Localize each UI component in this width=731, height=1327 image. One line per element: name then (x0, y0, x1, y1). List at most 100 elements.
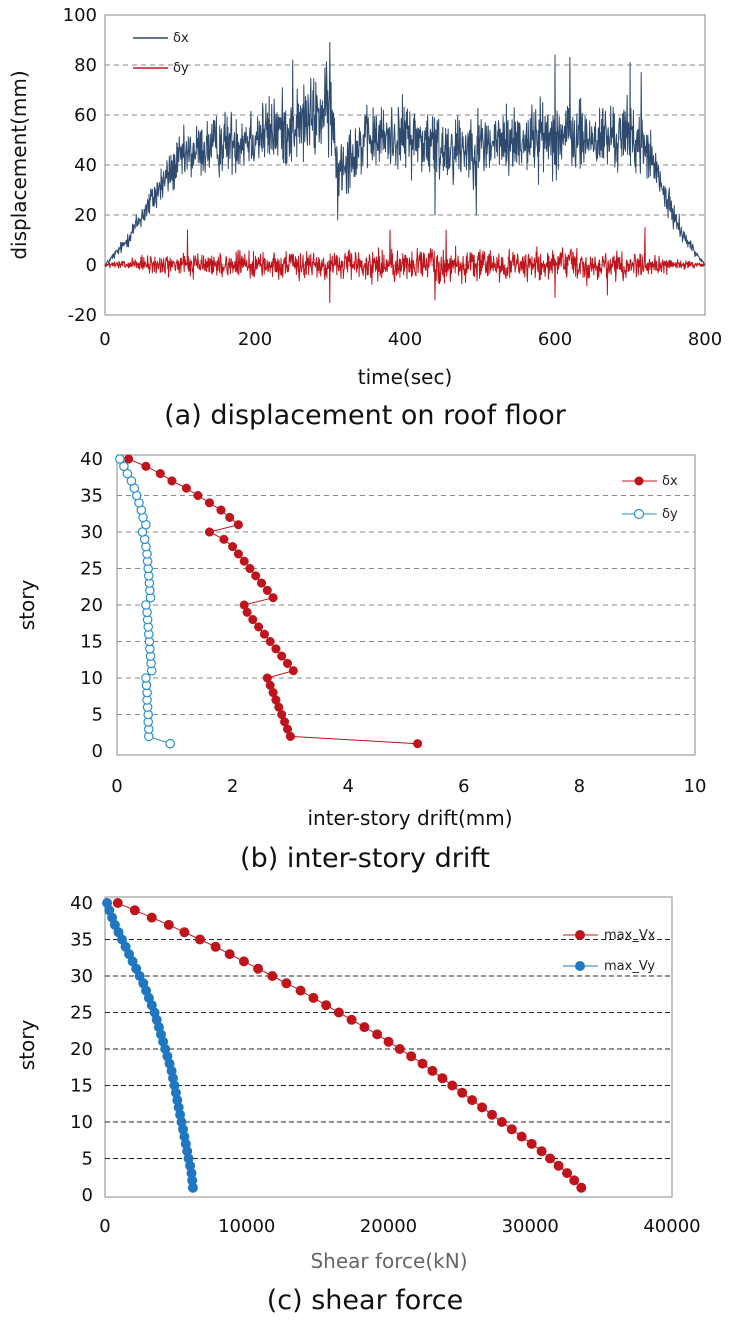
x-tick-label: 4 (342, 776, 353, 797)
y-tick-label: 40 (70, 893, 93, 914)
data-point-vy (187, 1182, 198, 1193)
data-point-vx (129, 905, 140, 916)
data-point-vx (267, 971, 278, 981)
plot-frame-c (104, 896, 673, 1198)
y-tick-label: 10 (70, 1112, 93, 1133)
data-point-vx (576, 1182, 587, 1193)
data-point-vx (417, 1058, 428, 1069)
legend-label-dx-a: δx (173, 31, 189, 46)
x-tick-label: 6 (458, 776, 469, 797)
y-tick-label: 20 (74, 205, 97, 226)
y-tick-label: 35 (80, 486, 103, 507)
grid-b (117, 495, 695, 715)
legend-c: max_Vx max_Vy (563, 928, 656, 974)
y-tick-label: 60 (74, 105, 97, 126)
y-tick-label: 30 (70, 966, 93, 987)
data-point-vx (346, 1014, 357, 1025)
series-line-vy (106, 902, 194, 1188)
data-point-vx (281, 978, 292, 989)
data-point-dx (239, 600, 249, 610)
y-tick-label: 30 (80, 522, 103, 543)
legend-marker-dx-b (634, 476, 644, 486)
data-point-dy (141, 673, 151, 683)
data-point-vx (179, 927, 190, 938)
y-tick-label: 20 (80, 595, 103, 616)
legend-label-dx-b: δx (662, 474, 678, 489)
data-point-dx (245, 563, 255, 574)
legend-label-dy-b: δy (662, 507, 678, 522)
y-tick-label: 10 (80, 668, 103, 689)
data-point-dx (239, 556, 249, 566)
y-tick-label: 0 (86, 255, 97, 276)
data-point-vx (295, 985, 306, 996)
y-tick-label: 15 (80, 632, 103, 653)
y-tick-label: 100 (63, 5, 97, 26)
x-tick-label: 30000 (502, 1216, 559, 1237)
y-tick-label: 5 (82, 1149, 93, 1170)
data-point-vx (308, 992, 319, 1003)
data-point-dx (204, 527, 215, 537)
data-point-vx (253, 963, 264, 974)
x-ticks-c: 0 10000 20000 30000 40000 (99, 1216, 700, 1237)
x-tick-label: 20000 (360, 1216, 417, 1237)
data-point-vx (562, 1168, 573, 1179)
x-tick-label: 10 (684, 776, 707, 797)
y-ticks-b: 0 5 10 15 20 25 30 35 40 (80, 449, 103, 762)
data-point-vx (536, 1146, 547, 1157)
data-point-vx (427, 1065, 438, 1076)
x-tick-label: 8 (574, 776, 585, 797)
data-point-dx (228, 542, 238, 552)
y-tick-label: 25 (70, 1003, 93, 1024)
data-point-dy (141, 600, 151, 610)
data-point-dx (141, 461, 151, 471)
series-lines-c (102, 898, 587, 1193)
data-point-dx (248, 615, 258, 625)
x-tick-label: 10000 (218, 1216, 275, 1237)
data-point-dy (119, 461, 129, 472)
data-point-vx (477, 1102, 488, 1113)
y-ticks-a: -20 0 20 40 60 80 100 (63, 5, 97, 326)
data-point-dx (262, 585, 272, 595)
y-tick-label: 0 (82, 1185, 93, 1206)
data-point-dx (413, 739, 423, 749)
chart-shear-force: 0 5 10 15 20 25 30 35 40 0 10000 20000 30000 40000 m… (15, 893, 701, 1316)
legend-b: δx δy (622, 474, 678, 522)
chart-inter-story-drift: 0 5 10 15 20 25 30 35 40 0 2 4 6 8 10 δx δy inter-sto… (15, 449, 706, 874)
data-point-vx (526, 1138, 537, 1149)
data-point-dx (256, 578, 267, 588)
series-line-dy (104, 227, 706, 303)
data-point-vx (383, 1036, 394, 1047)
data-point-vx (457, 1087, 468, 1098)
y-axis-label-a: displacement(mm) (7, 70, 31, 259)
data-point-vx (545, 1153, 556, 1164)
series-line-vx (117, 902, 582, 1189)
x-tick-label: 40000 (643, 1216, 700, 1237)
legend-marker-vy-c (575, 961, 585, 971)
grid-c (105, 939, 672, 1159)
y-tick-label: 20 (70, 1039, 93, 1060)
data-point-dx (259, 629, 269, 639)
legend-marker-vx-c (575, 930, 585, 940)
data-point-vx (487, 1109, 497, 1120)
data-point-vx (224, 949, 235, 960)
series-lines-b (115, 454, 423, 749)
data-point-dx (155, 469, 165, 479)
data-point-vx (195, 934, 205, 945)
data-point-vx (163, 919, 174, 930)
data-point-dx (181, 483, 191, 493)
legend-a: δx δy (133, 31, 189, 76)
data-point-dx (216, 505, 226, 515)
data-point-dx (277, 651, 287, 661)
y-tick-label: 5 (92, 705, 103, 726)
data-point-vx (372, 1029, 383, 1040)
data-point-vx (333, 1007, 344, 1018)
data-point-dx (233, 549, 243, 559)
x-tick-label: 0 (111, 776, 122, 797)
x-ticks-b: 0 2 4 6 8 10 (111, 776, 706, 797)
data-point-dx (167, 476, 177, 486)
data-point-vx (210, 941, 221, 952)
data-point-dx (254, 622, 264, 632)
data-point-dx (265, 636, 275, 647)
y-tick-label: 0 (92, 741, 103, 762)
